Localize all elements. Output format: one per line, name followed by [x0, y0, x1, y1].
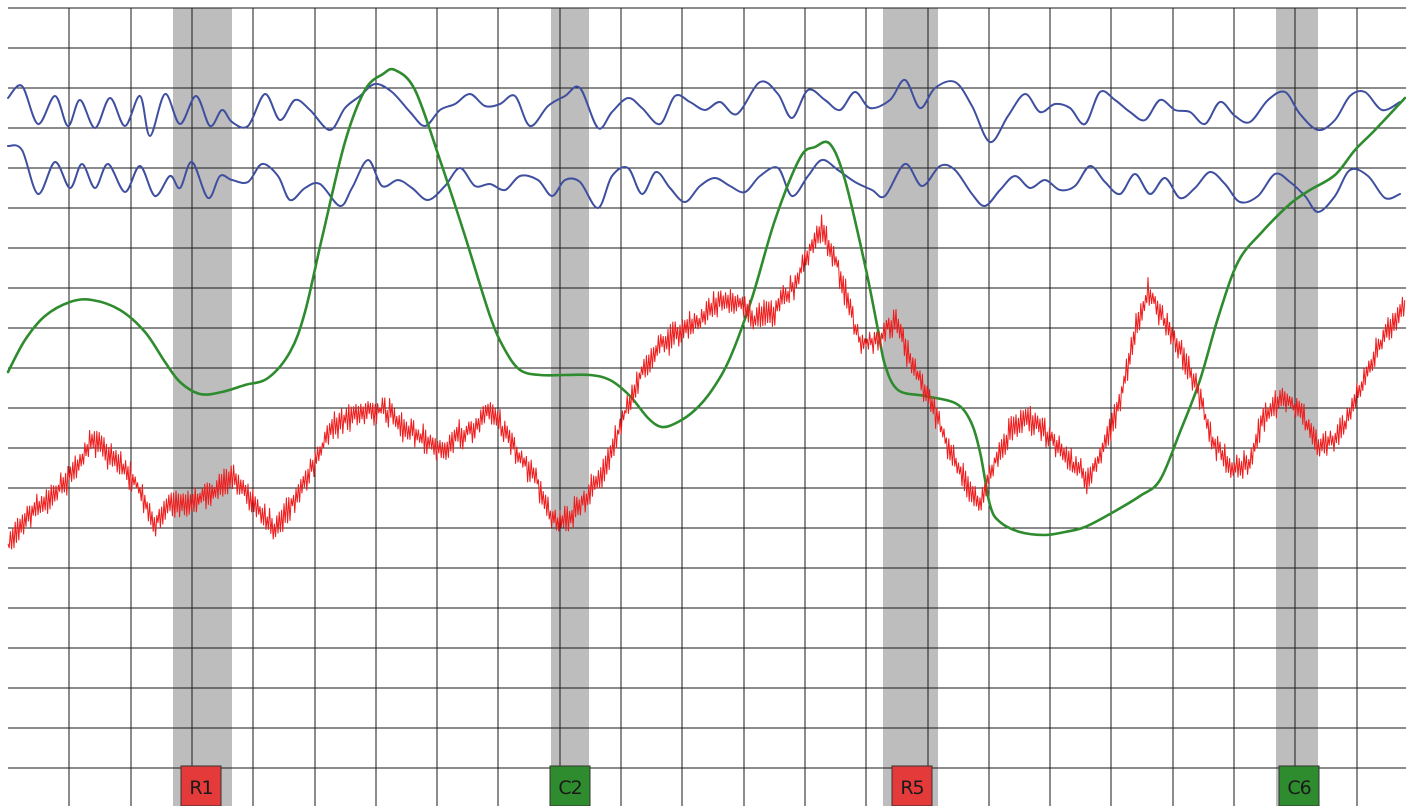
chart-series — [6, 67, 1406, 550]
question-band-r1 — [173, 8, 232, 806]
question-band-c2 — [551, 8, 589, 806]
marker-c2: C2 — [549, 765, 591, 806]
chart-grid — [8, 7, 1406, 806]
series-line-4 — [7, 214, 1406, 550]
marker-r1: R1 — [180, 765, 222, 806]
marker-r5-box — [891, 765, 933, 806]
marker-r5: R5 — [891, 765, 933, 806]
marker-c2-label: C2 — [558, 777, 581, 799]
marker-r1-label: R1 — [189, 777, 212, 799]
marker-c6-box — [1278, 765, 1320, 806]
marker-r5-label: R5 — [900, 777, 923, 799]
marker-c6-label: C6 — [1287, 777, 1310, 799]
question-band-r5 — [883, 8, 938, 806]
marker-c6: C6 — [1278, 765, 1320, 806]
marker-c2-box — [549, 765, 591, 806]
series-line-3 — [6, 67, 1406, 537]
marker-r1-box — [180, 765, 222, 806]
series-line-1 — [7, 79, 1401, 143]
series-line-2 — [7, 144, 1401, 213]
